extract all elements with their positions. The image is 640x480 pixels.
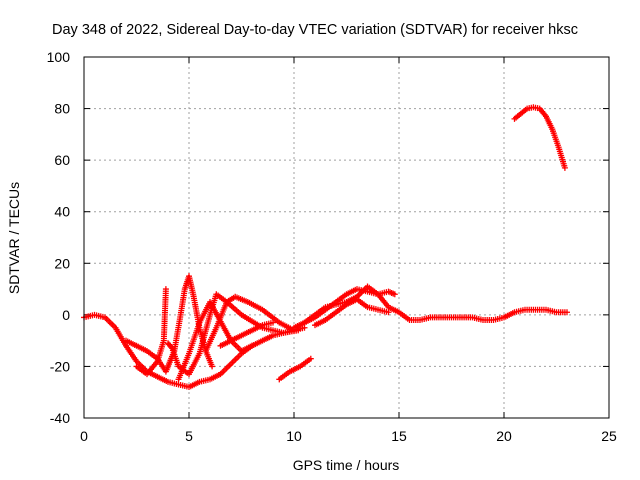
data-point <box>168 344 175 351</box>
x-tick-label: 0 <box>80 428 88 444</box>
plot-frame <box>83 56 610 419</box>
series-arc-6 <box>202 293 297 354</box>
chart-title: Day 348 of 2022, Sidereal Day-to-day VTE… <box>52 22 578 38</box>
data-point <box>301 324 308 331</box>
series-arc-7 <box>217 319 276 349</box>
data-point <box>391 291 398 298</box>
y-tick-label: 80 <box>54 101 70 117</box>
data-marks <box>81 104 570 391</box>
data-point <box>561 164 568 171</box>
axis-ticks: 0 5 10 15 20 25 -40 -20 0 20 40 60 80 100 <box>47 49 617 444</box>
x-tick-label: 25 <box>601 428 617 444</box>
x-axis-label: GPS time / hours <box>293 457 400 473</box>
y-tick-label: 60 <box>54 152 70 168</box>
y-tick-label: 20 <box>54 255 70 271</box>
y-tick-label: -40 <box>50 410 70 426</box>
y-tick-label: 40 <box>54 204 70 220</box>
x-tick-label: 5 <box>185 428 193 444</box>
series-arc-12 <box>511 104 568 171</box>
data-point <box>270 319 276 326</box>
series-arc-8 <box>276 355 314 383</box>
series-arc-5 <box>175 298 255 383</box>
data-point <box>209 363 216 370</box>
y-tick-label: 0 <box>62 307 70 323</box>
data-point <box>385 309 392 316</box>
series-arc-10 <box>301 286 398 326</box>
y-tick-label: -20 <box>50 358 70 374</box>
data-point <box>307 355 314 362</box>
x-tick-label: 10 <box>286 428 302 444</box>
y-tick-label: 100 <box>47 49 71 65</box>
x-tick-label: 15 <box>391 428 407 444</box>
data-point <box>249 342 255 349</box>
data-point <box>162 286 169 293</box>
x-tick-label: 20 <box>496 428 512 444</box>
data-point <box>564 309 570 316</box>
series-arc-4 <box>165 291 302 378</box>
series-arc-3 <box>133 286 169 378</box>
y-axis-label: SDTVAR / TECUs <box>6 182 22 294</box>
series-arc-11 <box>312 296 392 329</box>
